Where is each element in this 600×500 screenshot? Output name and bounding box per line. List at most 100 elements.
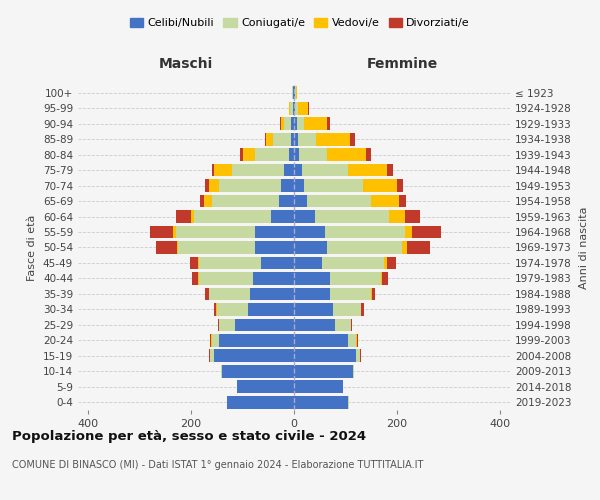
Bar bbox=[290, 102, 293, 115]
Bar bbox=[281, 118, 284, 130]
Bar bbox=[361, 303, 364, 316]
Bar bbox=[371, 194, 400, 207]
Bar bbox=[294, 164, 302, 176]
Bar bbox=[328, 118, 330, 130]
Bar bbox=[220, 318, 235, 331]
Bar bbox=[294, 334, 348, 346]
Bar bbox=[293, 86, 294, 99]
Bar bbox=[209, 288, 250, 300]
Bar bbox=[328, 148, 366, 161]
Bar bbox=[248, 303, 294, 316]
Bar bbox=[235, 318, 294, 331]
Bar bbox=[176, 210, 191, 223]
Bar bbox=[295, 86, 296, 99]
Bar bbox=[209, 179, 220, 192]
Bar bbox=[294, 288, 330, 300]
Bar bbox=[294, 179, 304, 192]
Bar bbox=[296, 86, 297, 99]
Text: COMUNE DI BINASCO (MI) - Dati ISTAT 1° gennaio 2024 - Elaborazione TUTTITALIA.IT: COMUNE DI BINASCO (MI) - Dati ISTAT 1° g… bbox=[12, 460, 424, 470]
Bar bbox=[150, 226, 173, 238]
Text: Maschi: Maschi bbox=[159, 57, 213, 71]
Bar bbox=[284, 164, 294, 176]
Bar bbox=[372, 288, 375, 300]
Bar bbox=[330, 272, 382, 285]
Bar bbox=[294, 365, 353, 378]
Bar bbox=[240, 148, 242, 161]
Bar bbox=[294, 148, 299, 161]
Bar bbox=[177, 241, 178, 254]
Bar bbox=[274, 133, 292, 145]
Bar bbox=[322, 256, 384, 270]
Bar bbox=[289, 148, 294, 161]
Bar bbox=[404, 226, 412, 238]
Bar bbox=[190, 256, 198, 270]
Bar bbox=[348, 164, 386, 176]
Bar bbox=[335, 318, 350, 331]
Bar bbox=[325, 226, 404, 238]
Bar bbox=[214, 350, 294, 362]
Bar bbox=[294, 241, 328, 254]
Bar bbox=[294, 380, 343, 393]
Bar bbox=[294, 256, 322, 270]
Bar bbox=[351, 318, 352, 331]
Bar bbox=[364, 179, 397, 192]
Bar bbox=[198, 256, 199, 270]
Bar bbox=[294, 272, 330, 285]
Bar bbox=[294, 350, 356, 362]
Bar bbox=[271, 210, 294, 223]
Bar bbox=[386, 256, 396, 270]
Bar bbox=[227, 396, 294, 408]
Bar bbox=[217, 303, 248, 316]
Bar bbox=[307, 194, 371, 207]
Bar bbox=[204, 194, 212, 207]
Text: Popolazione per età, sesso e stato civile - 2024: Popolazione per età, sesso e stato civil… bbox=[12, 430, 366, 443]
Bar bbox=[304, 118, 328, 130]
Y-axis label: Anni di nascita: Anni di nascita bbox=[578, 206, 589, 288]
Bar bbox=[176, 226, 256, 238]
Bar bbox=[294, 318, 335, 331]
Bar bbox=[294, 226, 325, 238]
Bar bbox=[192, 272, 199, 285]
Bar bbox=[218, 318, 219, 331]
Bar bbox=[330, 288, 371, 300]
Bar bbox=[194, 210, 271, 223]
Bar bbox=[308, 102, 309, 115]
Legend: Celibi/Nubili, Coniugati/e, Vedovi/e, Divorziati/e: Celibi/Nubili, Coniugati/e, Vedovi/e, Di… bbox=[125, 13, 475, 32]
Bar bbox=[212, 164, 214, 176]
Bar bbox=[412, 226, 440, 238]
Bar bbox=[178, 241, 256, 254]
Bar bbox=[221, 365, 222, 378]
Bar bbox=[205, 179, 209, 192]
Bar bbox=[314, 210, 389, 223]
Bar bbox=[266, 133, 274, 145]
Bar bbox=[210, 350, 214, 362]
Text: Femmine: Femmine bbox=[367, 57, 437, 71]
Bar bbox=[304, 179, 364, 192]
Bar bbox=[348, 334, 356, 346]
Bar bbox=[404, 210, 420, 223]
Bar bbox=[356, 334, 357, 346]
Bar bbox=[256, 226, 294, 238]
Bar bbox=[316, 133, 350, 145]
Bar bbox=[281, 179, 294, 192]
Bar bbox=[389, 210, 404, 223]
Bar bbox=[214, 164, 232, 176]
Bar bbox=[222, 365, 294, 378]
Bar bbox=[298, 133, 316, 145]
Bar bbox=[328, 241, 402, 254]
Bar bbox=[199, 256, 260, 270]
Bar bbox=[292, 133, 294, 145]
Bar bbox=[289, 102, 290, 115]
Bar bbox=[253, 272, 294, 285]
Bar bbox=[200, 194, 204, 207]
Bar bbox=[294, 118, 296, 130]
Bar bbox=[382, 272, 388, 285]
Bar bbox=[211, 334, 212, 346]
Bar bbox=[265, 133, 266, 145]
Bar bbox=[357, 334, 358, 346]
Bar bbox=[397, 179, 403, 192]
Bar bbox=[294, 303, 332, 316]
Bar bbox=[402, 241, 407, 254]
Bar bbox=[278, 194, 294, 207]
Bar bbox=[407, 241, 430, 254]
